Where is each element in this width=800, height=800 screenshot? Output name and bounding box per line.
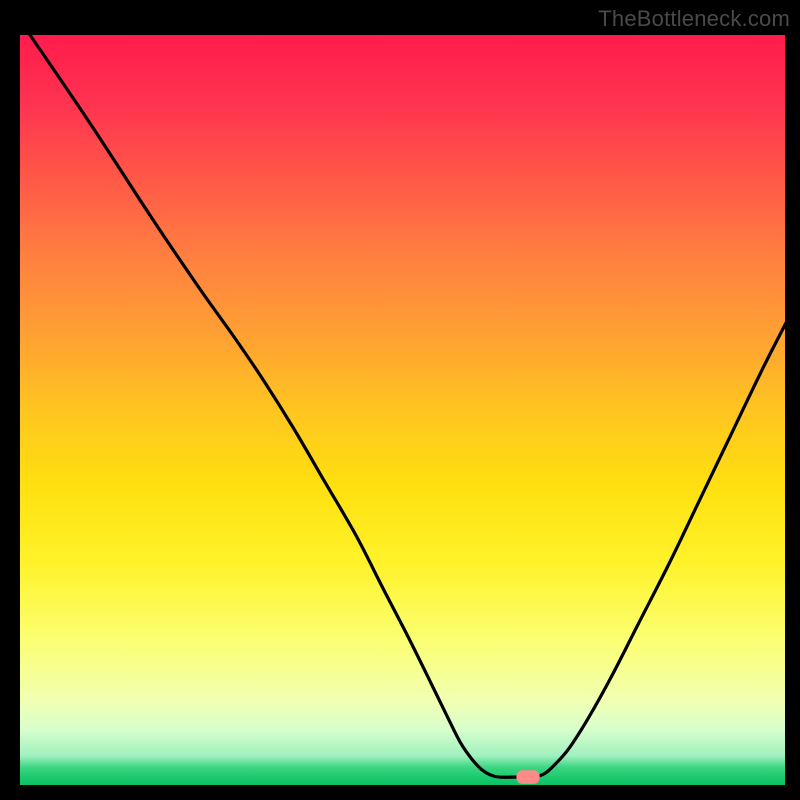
optimum-marker [516,770,539,784]
bottleneck-chart [0,0,800,800]
plot-background [15,30,790,790]
watermark-text: TheBottleneck.com [598,6,790,32]
